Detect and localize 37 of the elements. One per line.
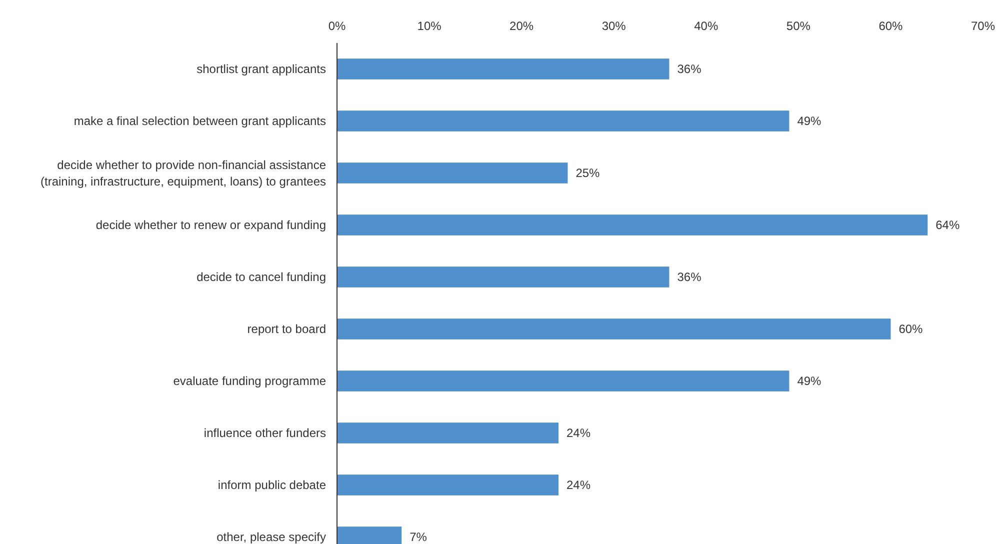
data-label: 7% (410, 530, 428, 544)
bar (337, 318, 891, 340)
y-tick-label: make a final selection between grant applicants (74, 114, 326, 128)
data-label: 49% (797, 374, 822, 388)
bar (337, 266, 670, 288)
bar (337, 110, 790, 132)
x-tick-label: 0% (328, 19, 346, 33)
data-label: 36% (677, 270, 702, 284)
data-label: 36% (677, 62, 702, 76)
y-tick-label: inform public debate (218, 478, 326, 492)
y-tick-label: decide whether to provide non-financial assistance (training, infrastructure, equipment, loans) to grantees (40, 158, 326, 188)
y-tick-label: shortlist grant applicants (196, 62, 326, 76)
data-label: 24% (566, 426, 591, 440)
x-tick-label: 50% (786, 19, 811, 33)
bar (337, 214, 928, 236)
y-tick-label: decide to cancel funding (196, 270, 326, 284)
x-tick-label: 60% (878, 19, 904, 33)
bar (337, 422, 558, 444)
y-tick-label: evaluate funding programme (173, 374, 326, 388)
y-tick-label: influence other funders (204, 426, 326, 440)
bar (337, 474, 558, 496)
data-label: 60% (898, 322, 924, 336)
x-tick-label: 10% (417, 19, 442, 33)
data-label: 24% (566, 478, 591, 492)
y-tick-label: report to board (247, 322, 326, 336)
bar (337, 162, 568, 184)
x-tick-label: 30% (602, 19, 626, 33)
data-label: 64% (936, 218, 960, 232)
x-tick-label: 40% (694, 19, 718, 33)
x-tick-label: 70% (970, 19, 996, 33)
y-tick-label: other, please specify (216, 530, 326, 544)
bar (337, 58, 670, 80)
y-tick-label: decide whether to renew or expand funding (96, 218, 326, 232)
data-label: 49% (797, 114, 822, 128)
x-tick-label: 20% (510, 19, 534, 33)
bar (337, 370, 790, 392)
data-label: 25% (576, 166, 600, 180)
